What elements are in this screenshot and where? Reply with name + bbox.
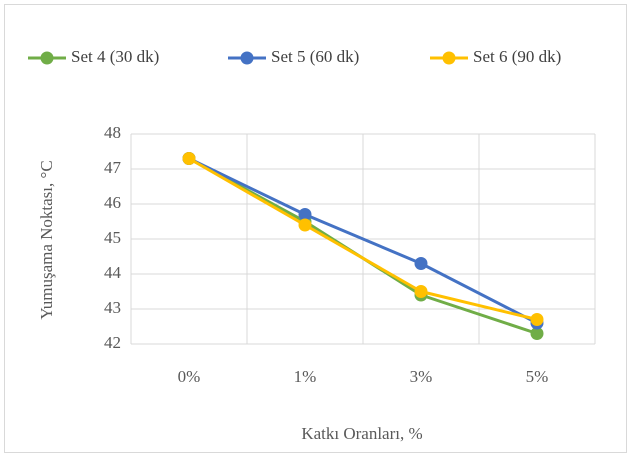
y-tick-label: 44 [104, 263, 122, 282]
y-tick-label: 46 [104, 193, 121, 212]
y-tick-label: 43 [104, 298, 121, 317]
legend-label: Set 5 (60 dk) [271, 47, 359, 66]
x-tick-label: 3% [410, 367, 433, 386]
legend-marker [442, 51, 456, 65]
y-tick-label: 45 [104, 228, 121, 247]
legend-marker [240, 51, 254, 65]
data-point [530, 327, 544, 340]
series-line [188, 157, 538, 321]
x-tick-label: 5% [526, 367, 549, 386]
y-tick-label: 42 [104, 333, 121, 352]
data-point [298, 208, 312, 221]
data-point [414, 285, 428, 298]
x-axis-title: Katkı Oranları, % [301, 424, 422, 443]
data-point [530, 313, 544, 326]
series-line [188, 157, 538, 325]
data-point [414, 257, 428, 270]
data-point [182, 152, 196, 165]
legend-label: Set 6 (90 dk) [473, 47, 561, 66]
legend-label: Set 4 (30 dk) [71, 47, 159, 66]
data-point [298, 218, 312, 232]
x-tick-label: 1% [294, 367, 317, 386]
y-axis-title: Yumuşama Noktası, °C [37, 160, 56, 319]
y-tick-label: 47 [104, 158, 122, 177]
y-tick-label: 48 [104, 123, 121, 142]
legend: Set 4 (30 dk) Set 5 (60 dk) Set 6 (90 dk) [28, 47, 561, 66]
x-tick-label: 0% [178, 367, 201, 386]
legend-marker [40, 51, 54, 65]
